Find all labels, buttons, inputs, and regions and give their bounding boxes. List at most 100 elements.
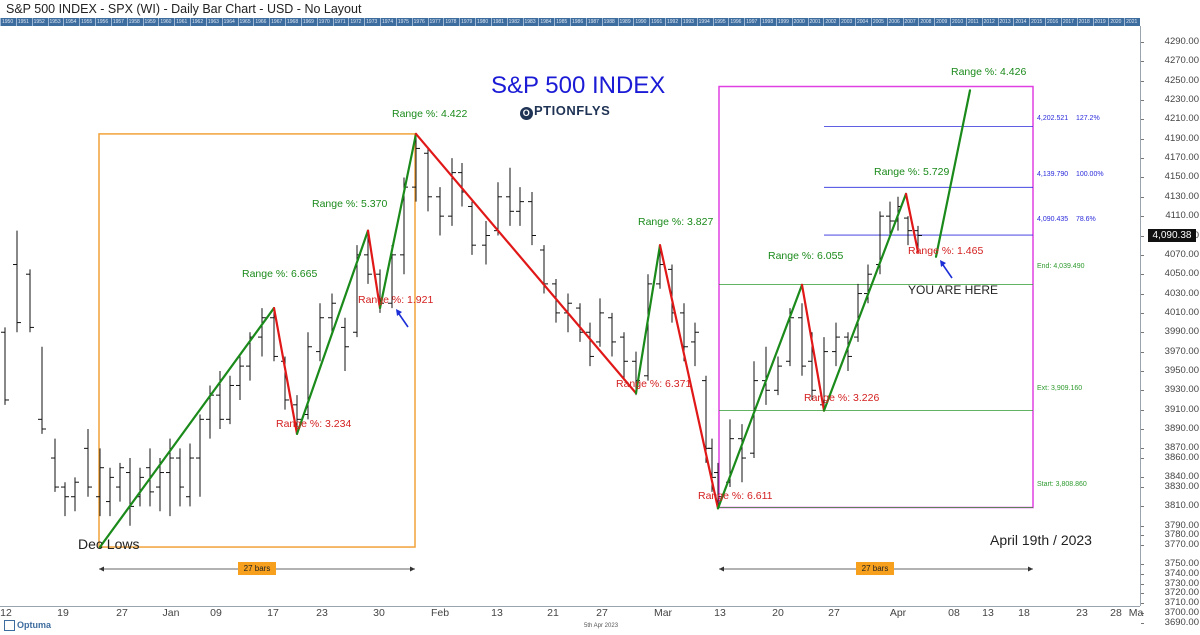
year-cell[interactable]: 2002 — [823, 18, 839, 26]
year-cell[interactable]: 1993 — [680, 18, 697, 26]
last-price-tag: 4,090.38 — [1148, 229, 1196, 243]
year-cell[interactable]: 1971 — [332, 18, 349, 26]
year-cell[interactable]: 1962 — [190, 18, 206, 26]
year-navigator-strip[interactable]: 1950 1951 1952 1953 1954 1955 1956 1957 1958 1959… — [0, 18, 1140, 26]
year-cell[interactable]: 2016 — [1045, 18, 1061, 26]
brand-o-icon: O — [520, 107, 533, 120]
year-cell[interactable]: 1977 — [427, 18, 444, 26]
year-cell[interactable]: 1964 — [221, 18, 238, 26]
year-cell[interactable]: 2007 — [902, 18, 919, 26]
year-cell[interactable]: 2005 — [870, 18, 887, 26]
year-cell[interactable]: 2015 — [1029, 18, 1045, 26]
date-tick-label: 17 — [267, 607, 279, 619]
date-axis[interactable]: 5th Apr 2023 12 19 27 Jan 09 17 23 30 Feb 13 21 27 M… — [0, 606, 1143, 635]
year-cell[interactable]: 2018 — [1076, 18, 1093, 26]
year-cell[interactable]: 2012 — [981, 18, 998, 26]
year-cell[interactable]: 1980 — [475, 18, 491, 26]
year-cell[interactable]: 1967 — [269, 18, 285, 26]
year-cell[interactable]: 1992 — [665, 18, 681, 26]
year-cell[interactable]: 1957 — [110, 18, 127, 26]
year-cell[interactable]: 1963 — [205, 18, 222, 26]
year-cell[interactable]: 2021 — [1124, 18, 1140, 26]
year-cell[interactable]: 2009 — [934, 18, 950, 26]
year-cell[interactable]: 1968 — [285, 18, 301, 26]
year-cell[interactable]: 2004 — [855, 18, 871, 26]
date-tick-label: 13 — [491, 607, 503, 619]
brand-text: PTIONFLYS — [534, 103, 611, 118]
price-tick-label: 3950.00 — [1164, 364, 1199, 376]
year-cell[interactable]: 1972 — [348, 18, 364, 26]
year-cell[interactable]: 1996 — [728, 18, 744, 26]
range-label: Range %: 5.729 — [874, 166, 950, 178]
year-cell[interactable]: 1974 — [380, 18, 396, 26]
year-cell[interactable]: 1958 — [126, 18, 143, 26]
year-cell[interactable]: 1955 — [79, 18, 95, 26]
year-cell[interactable]: 1952 — [31, 18, 48, 26]
year-cell[interactable]: 1961 — [174, 18, 190, 26]
year-cell[interactable]: 2017 — [1060, 18, 1077, 26]
year-cell[interactable]: 1986 — [570, 18, 586, 26]
price-tick-mark — [1141, 564, 1144, 566]
year-cell[interactable]: 1984 — [538, 18, 554, 26]
price-tick-label: 3770.00 — [1164, 539, 1199, 551]
year-cell[interactable]: 1988 — [601, 18, 618, 26]
year-cell[interactable]: 1997 — [744, 18, 760, 26]
year-cell[interactable]: 2001 — [807, 18, 824, 26]
year-cell[interactable]: 2003 — [839, 18, 855, 26]
year-cell[interactable]: 1973 — [364, 18, 380, 26]
range-label: Range %: 5.370 — [312, 198, 388, 210]
date-tick-label: Mar — [653, 607, 673, 619]
year-cell[interactable]: 1953 — [47, 18, 64, 26]
year-cell[interactable]: 1995 — [712, 18, 729, 26]
year-cell[interactable]: 1981 — [490, 18, 507, 26]
price-chart[interactable] — [0, 26, 1140, 606]
price-tick-label: 3970.00 — [1164, 345, 1199, 357]
price-tick-mark — [1141, 525, 1144, 527]
year-cell[interactable]: 1970 — [316, 18, 333, 26]
year-cell[interactable]: 1983 — [522, 18, 539, 26]
year-cell[interactable]: 2011 — [965, 18, 982, 26]
year-cell[interactable]: 2014 — [1013, 18, 1029, 26]
year-cell[interactable]: 1985 — [554, 18, 570, 26]
year-cell[interactable]: 1998 — [760, 18, 776, 26]
range-label: Range %: 1.465 — [908, 245, 984, 257]
bar-count-badge: 27 bars — [238, 562, 276, 575]
price-axis[interactable]: 4290.00 4270.00 4250.00 4230.00 4210.00 4190.… — [1140, 26, 1200, 628]
year-cell[interactable]: 2019 — [1092, 18, 1109, 26]
year-cell[interactable]: 1954 — [63, 18, 79, 26]
year-cell[interactable]: 1976 — [411, 18, 428, 26]
year-cell[interactable]: 1989 — [617, 18, 634, 26]
up-wave-line — [295, 229, 370, 435]
year-cell[interactable]: 1950 — [0, 18, 16, 26]
price-tick-mark — [1141, 293, 1144, 295]
year-cell[interactable]: 1956 — [95, 18, 111, 26]
year-cell[interactable]: 2010 — [950, 18, 966, 26]
year-cell[interactable]: 1999 — [775, 18, 792, 26]
year-cell[interactable]: 1978 — [443, 18, 459, 26]
year-cell[interactable]: 1979 — [459, 18, 475, 26]
year-cell[interactable]: 2020 — [1108, 18, 1124, 26]
year-cell[interactable]: 1991 — [649, 18, 665, 26]
price-tick-mark — [1141, 42, 1144, 43]
price-tick-label: 4010.00 — [1164, 306, 1199, 318]
year-cell[interactable]: 1975 — [395, 18, 412, 26]
bar-count-badge: 27 bars — [856, 562, 894, 575]
year-cell[interactable]: 2008 — [918, 18, 934, 26]
range-label: Range %: 1.921 — [358, 294, 434, 306]
price-tick-mark — [1141, 274, 1144, 276]
year-cell[interactable]: 1969 — [300, 18, 317, 26]
year-cell[interactable]: 1960 — [158, 18, 174, 26]
year-cell[interactable]: 1965 — [237, 18, 254, 26]
year-cell[interactable]: 1990 — [633, 18, 649, 26]
year-cell[interactable]: 1951 — [15, 18, 32, 26]
year-cell[interactable]: 1982 — [506, 18, 523, 26]
year-cell[interactable]: 1994 — [696, 18, 713, 26]
year-cell[interactable]: 2006 — [886, 18, 903, 26]
year-cell[interactable]: 1987 — [585, 18, 602, 26]
year-cell[interactable]: 1966 — [253, 18, 269, 26]
year-cell[interactable]: 2000 — [791, 18, 808, 26]
date-tick-label: 18 — [1018, 607, 1030, 619]
platform-logo: Optuma — [4, 620, 51, 632]
year-cell[interactable]: 1959 — [142, 18, 159, 26]
year-cell[interactable]: 2013 — [997, 18, 1014, 26]
